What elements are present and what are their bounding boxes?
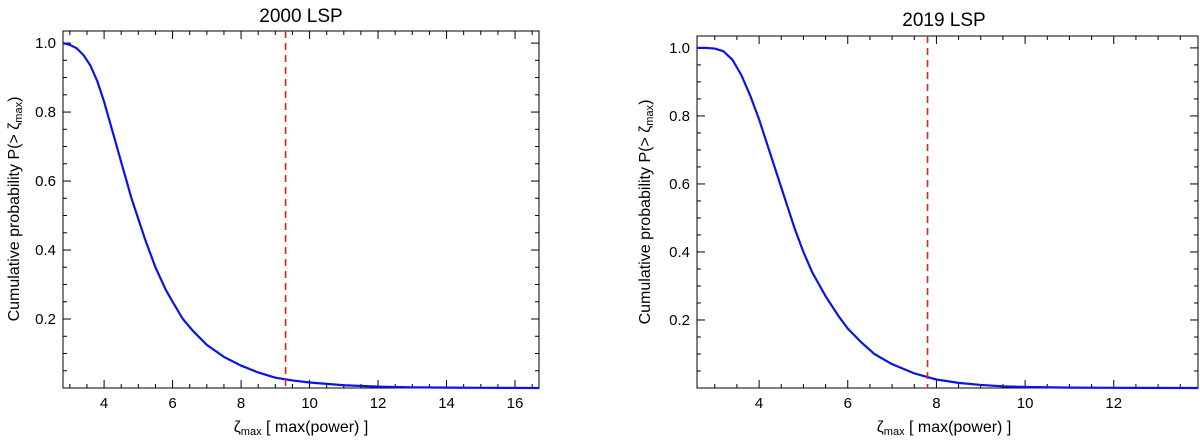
- y-tick-label: 0.8: [35, 104, 56, 121]
- x-axis-ticks: 4 6 8 10 12: [714, 36, 1181, 412]
- x-axis-ticks: 4 6 8 10 12 14 16: [69, 31, 533, 412]
- x-tick-label: 10: [301, 395, 318, 412]
- y-axis-label: Cumulative probability P(> ζmax): [6, 97, 25, 322]
- x-tick-label: 14: [438, 395, 455, 412]
- x-tick-label: 6: [844, 395, 852, 412]
- x-tick-label: 8: [237, 395, 245, 412]
- x-tick-label: 10: [1017, 395, 1034, 412]
- y-tick-label: 0.6: [669, 176, 690, 193]
- x-axis-label: ζmax [ max(power) ]: [234, 419, 369, 438]
- x-axis-label: ζmax [ max(power) ]: [877, 419, 1012, 438]
- chart-2019-lsp: 2019 LSP 4 6 8 10 12 0.2 0.4 0.6 0.8 1.0 Cumulat…: [637, 10, 1199, 438]
- y-axis-ticks: 0.2 0.4 0.6 0.8 1.0: [669, 40, 1198, 372]
- x-tick-label: 4: [100, 395, 108, 412]
- chart-2000-lsp: 2000 LSP 4 6 8 10 12 14 16 0.2 0.4 0.6 0.8 1.0 Cum…: [6, 6, 540, 438]
- cumulative-probability-curve: [62, 42, 540, 390]
- x-tick-label: 12: [1105, 395, 1122, 412]
- y-tick-label: 0.8: [669, 108, 690, 125]
- x-tick-label: 4: [755, 395, 763, 412]
- plot-frame: [696, 35, 1199, 389]
- x-tick-label: 6: [168, 395, 176, 412]
- plot-frame: [62, 30, 540, 389]
- chart-title: 2019 LSP: [902, 10, 985, 31]
- y-tick-label: 0.2: [669, 312, 690, 329]
- y-tick-label: 0.4: [669, 244, 690, 261]
- x-tick-label: 8: [932, 395, 940, 412]
- x-tick-label: 16: [507, 395, 524, 412]
- x-tick-label: 12: [370, 395, 387, 412]
- y-tick-label: 1.0: [35, 35, 56, 52]
- y-axis-ticks: 0.2 0.4 0.6 0.8 1.0: [35, 35, 539, 372]
- y-tick-label: 0.4: [35, 242, 56, 259]
- y-tick-label: 1.0: [669, 40, 690, 57]
- cumulative-probability-curve: [697, 46, 1199, 390]
- y-axis-label: Cumulative probability P(> ζmax): [637, 100, 656, 325]
- y-tick-label: 0.6: [35, 173, 56, 190]
- y-tick-label: 0.2: [35, 311, 56, 328]
- chart-title: 2000 LSP: [259, 6, 342, 27]
